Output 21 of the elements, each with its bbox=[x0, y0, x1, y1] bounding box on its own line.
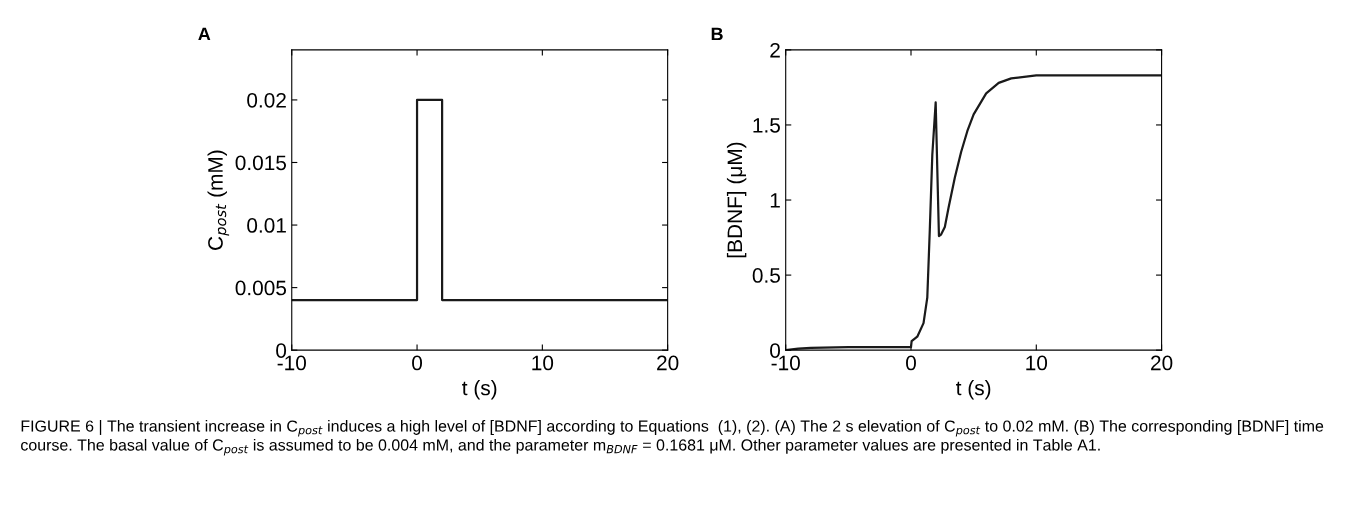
y-tick-label: 0.02 bbox=[247, 92, 286, 108]
y-tick-label: 2 bbox=[770, 42, 780, 58]
x-axis-title: t (s) bbox=[462, 380, 497, 400]
y-tick-label: 1 bbox=[770, 193, 780, 208]
x-tick-label: 20 bbox=[657, 355, 679, 371]
chart-title: A bbox=[198, 27, 211, 41]
x-tick-label: 10 bbox=[1026, 355, 1048, 371]
x-tick-label: 0 bbox=[906, 355, 916, 371]
x-tick-label: 10 bbox=[532, 355, 554, 371]
x-tick-label: 0 bbox=[412, 355, 423, 371]
x-tick-label: 20 bbox=[1151, 355, 1173, 371]
chart-title: B bbox=[711, 27, 723, 41]
y-axis-title: [BDNF] (μM) bbox=[726, 142, 747, 258]
y-tick-label: 1.5 bbox=[753, 118, 780, 133]
y-axis-title: C$_{post}$ (mM) bbox=[207, 150, 230, 250]
y-tick-label: 0.5 bbox=[752, 268, 780, 283]
y-tick-label: 0.015 bbox=[235, 155, 287, 171]
text: FIGURE 6 | The transient increase in C$_{post}$ induces a high level of [BDNF] according to Equations (1), (2). (A) The 2 s elevation of C$_{post}$ to 0.02 mM. (B) The corresponding [BDNF] time course. The basal value of C$_{post}$ is assumed to be 0.004 mM, and the parameter m$_{BDNF}$ = 0.1681 μM. Other parameter values are presented in Table A1. bbox=[21, 420, 1324, 456]
y-tick-label: 0.005 bbox=[235, 280, 287, 296]
y-tick-label: 0.01 bbox=[247, 218, 286, 233]
x-axis-title: t (s) bbox=[956, 380, 991, 400]
